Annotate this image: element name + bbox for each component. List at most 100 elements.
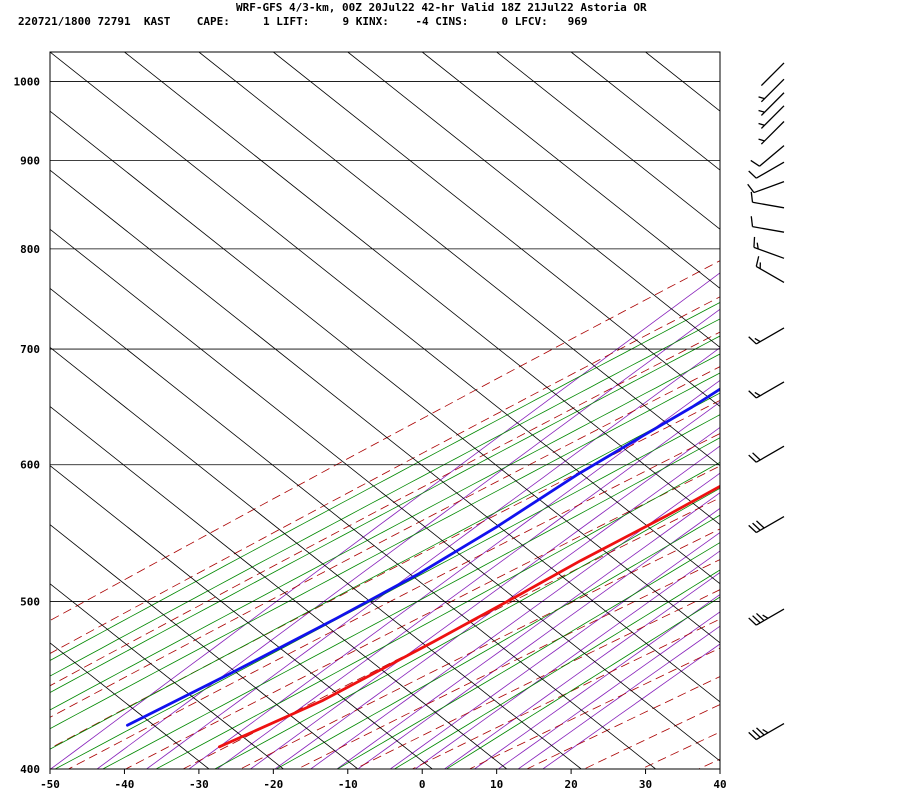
pressure-tick-label: 700 [20,343,40,356]
isotherm-40 [719,52,720,53]
isotherm--70 [50,169,720,703]
wind-barb [758,121,785,145]
wind-barb-feather [758,96,765,100]
isotherm--90 [50,287,656,769]
dry-adiabat-20 [68,433,720,769]
wind-barb-feather [756,242,759,250]
wind-barb-staff [759,145,785,167]
wind-barb-feather [752,522,761,531]
wind-barb-feather [748,731,757,740]
isotherm--80 [50,228,720,762]
wind-barb-feather [752,452,761,461]
wind-barb [758,78,785,103]
wind-barb-feather [754,337,761,343]
mixing-ratio-line-14 [498,611,720,769]
wind-barb [750,216,785,233]
isotherm--150 [50,642,210,769]
isotherm--120 [50,465,433,769]
isotherm--30 [198,52,720,467]
temperature-tick-label: -20 [263,778,283,791]
moist-adiabat-8 [101,437,720,769]
moist-adiabat-12 [155,461,720,769]
temperature-trace [218,484,720,749]
wind-barb-staff [755,722,785,741]
wind-barb [748,161,785,179]
wind-barb-feather [758,109,765,113]
wind-barb [748,445,785,463]
wind-barb-feather [756,520,765,529]
isotherm--20 [273,52,720,408]
wind-barb-feather [756,727,765,736]
wind-barb-feather [748,524,757,533]
temperature-tick-label: -30 [189,778,209,791]
wind-barb-staff [760,78,785,103]
mixing-ratio-line-7 [310,472,720,769]
mixing-ratio-line-4 [216,401,720,769]
wind-barb-staff [755,381,785,399]
temperature-tick-label: 10 [490,778,503,791]
dry-adiabat-0 [50,366,720,718]
dry-adiabat-70 [354,589,720,769]
wind-barb-feather [748,390,757,399]
wind-barb-column [747,62,785,741]
isotherm--50 [50,52,720,585]
pressure-axis: 400 500 600 700 800 900 1000 [14,75,41,776]
wind-barb [758,105,785,129]
wind-barb-staff [760,62,785,86]
plot-frame [49,51,721,770]
temperature-axis: -50 -40 -30 -20 -10 0 10 20 30 40 [40,769,727,791]
pressure-tick-label: 500 [20,596,40,609]
mixing-ratio-line-1 [96,308,720,769]
dry-adiabat--20 [50,296,720,654]
mixing-ratio-line-8 [336,492,720,769]
wind-barb-feather [750,216,754,227]
isotherm--130 [50,524,359,769]
wind-barb-feather [750,191,754,203]
temperature-tick-label: 40 [713,778,726,791]
moist-adiabat-20 [275,514,720,769]
wind-barb [747,181,785,194]
wind-barb [748,381,785,399]
isotherm-grid [50,52,720,769]
wind-barb-staff [755,445,785,463]
isotherm--10 [347,52,720,348]
wind-barb [753,236,785,259]
isotherm--140 [50,583,284,769]
wind-barb-staff [760,105,785,129]
isotherm-20 [570,52,720,171]
pressure-tick-label: 600 [20,459,40,472]
wind-barb-staff [755,608,785,626]
wind-barb-staff [755,161,785,179]
mixing-ratio-line-0 [50,272,720,769]
isotherm--60 [50,110,720,644]
dry-adiabat-120 [641,731,720,769]
mixing-ratio-line-10 [390,532,720,769]
wind-barb-feather [748,170,757,179]
wind-barb-feather [750,159,760,167]
mixing-ratio-line-16 [542,643,720,769]
isotherm-0 [421,52,720,289]
moist-adiabat-0 [50,392,720,750]
wind-barb-feather [758,138,765,142]
wind-barb-feather [755,256,760,267]
mixing-ratio-line-12 [444,571,720,769]
wind-barb-feather [756,612,765,622]
wind-barb [748,327,785,345]
wind-barb-staff [755,265,785,284]
mixing-ratio-line-3 [188,379,720,769]
dry-adiabat-50 [240,528,720,769]
wind-barb-feather [762,614,769,619]
wind-barb-feather [752,729,761,738]
wind-barb [748,722,785,741]
mixing-ratio-line-5 [250,426,720,769]
moist-adiabat-16 [213,487,720,769]
isotherm-10 [496,52,720,230]
moist-adiabat-28 [393,569,720,769]
wind-barb [750,145,785,167]
wind-barb [758,92,785,116]
chart-title: WRF-GFS 4/3-km, 00Z 20Jul22 42-hr Valid … [236,1,647,14]
mixing-ratio-line-6 [274,445,720,769]
wind-barb-feather [748,617,757,626]
moist-adiabat--4 [50,372,720,730]
